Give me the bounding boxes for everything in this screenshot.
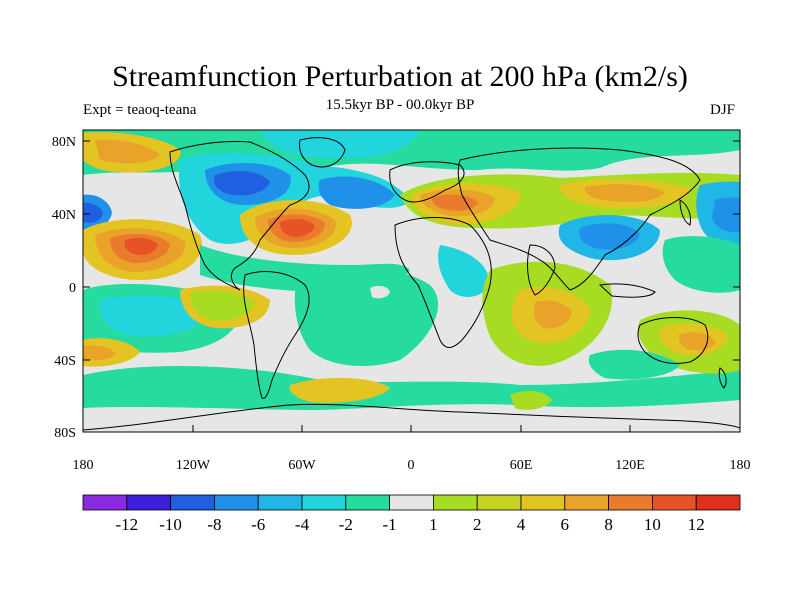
lon-label: 60E <box>510 458 533 473</box>
colorbar-label: 1 <box>429 515 438 534</box>
contour-eq-light-hole <box>370 285 390 299</box>
contour-africa-cyan <box>438 245 490 297</box>
plot-subtitle: 15.5kyr BP - 00.0kyr BP <box>325 97 475 113</box>
contour-sam-green2 <box>190 290 255 321</box>
lon-label: 120E <box>615 458 645 473</box>
contour-io-south-green <box>588 349 680 380</box>
colorbar-swatch <box>82 494 128 511</box>
latitude-labels: 80N 40N 0 40S 80S <box>52 135 76 441</box>
colorbar-label: 6 <box>561 515 570 534</box>
colorbar-swatch <box>432 494 478 511</box>
colorbar-swatch <box>652 494 697 511</box>
coast-south-america <box>243 271 310 399</box>
colorbar-label: -6 <box>251 515 265 534</box>
colorbar-label: 4 <box>517 515 526 534</box>
colorbar-swatch <box>389 494 434 511</box>
coast-greenland <box>299 137 346 168</box>
contour-spac-cyan <box>99 295 210 337</box>
lat-label: 80S <box>54 426 76 441</box>
coast-europe <box>389 161 465 203</box>
contour-wpac-green <box>662 236 740 293</box>
coast-indonesia <box>598 283 656 298</box>
contour-eq-cyan-atl <box>294 265 439 366</box>
lon-label: 180 <box>730 458 751 473</box>
contour-so-cyan <box>83 365 740 410</box>
lat-label: 40N <box>52 208 76 223</box>
contour-io-pos3 <box>534 300 572 329</box>
colorbar-labels: -12 -10 -8 -6 -4 -2 -1 1 2 4 6 8 10 12 <box>115 515 704 534</box>
streamfunction-field <box>83 130 740 432</box>
contour-epac-pos4 <box>124 237 158 256</box>
coast-new-zealand <box>718 367 727 389</box>
coast-australia <box>637 317 709 365</box>
coastlines <box>83 137 740 431</box>
colorbar-swatch <box>520 494 566 511</box>
coast-north-america <box>169 141 310 291</box>
colorbar-label: 12 <box>688 515 705 534</box>
contour-natl-neg <box>318 176 395 209</box>
colorbar-label: 2 <box>473 515 482 534</box>
colorbar-swatch <box>170 494 215 511</box>
colorbar <box>82 494 741 511</box>
lon-label: 0 <box>408 458 415 473</box>
lat-label: 80N <box>52 135 76 150</box>
lon-label: 180 <box>73 458 94 473</box>
colorbar-swatch <box>301 494 347 511</box>
contour-asia-pos2 <box>584 184 665 202</box>
lat-label: 0 <box>69 281 76 296</box>
contour-wpac-neg2 <box>712 197 740 233</box>
contour-so-pos-east <box>510 390 552 410</box>
season-label: DJF <box>710 102 736 118</box>
coast-india <box>527 244 556 296</box>
contour-spac-pos-in <box>83 345 116 361</box>
colorbar-label: -2 <box>339 515 353 534</box>
coast-antarctica <box>83 403 740 431</box>
experiment-label: Expt = teaoq-teana <box>83 102 197 118</box>
contour-nam-neg-in <box>213 170 270 196</box>
colorbar-swatch <box>213 494 259 511</box>
colorbar-swatch <box>695 494 741 511</box>
contour-epac-neg2 <box>83 202 103 223</box>
lon-label: 120W <box>176 458 211 473</box>
colorbar-swatch <box>476 494 522 511</box>
colorbar-label: 10 <box>644 515 661 534</box>
contour-eurasia-pos4 <box>432 194 478 211</box>
contour-antarctic-pos <box>83 417 130 432</box>
colorbar-label: -12 <box>115 515 138 534</box>
colorbar-label: -10 <box>159 515 182 534</box>
colorbar-swatch <box>126 494 172 511</box>
colorbar-label: -4 <box>295 515 310 534</box>
coast-asia <box>457 147 701 291</box>
colorbar-swatch <box>564 494 609 511</box>
colorbar-label: -1 <box>383 515 397 534</box>
contour-natl-pos4 <box>279 218 315 237</box>
lat-label: 40S <box>54 354 76 369</box>
coast-japan <box>679 199 691 226</box>
coast-africa <box>394 217 492 348</box>
lon-label: 60W <box>288 458 316 473</box>
contour-aus-pos3 <box>678 332 716 351</box>
colorbar-label: -8 <box>207 515 221 534</box>
colorbar-swatch <box>608 494 653 511</box>
colorbar-label: 8 <box>604 515 613 534</box>
longitude-labels: 180 120W 60W 0 60E 120E 180 <box>73 458 751 473</box>
contour-so-pos <box>289 377 390 403</box>
plot-title: Streamfunction Perturbation at 200 hPa (… <box>112 60 688 93</box>
contour-npac-pos2 <box>95 139 160 164</box>
axis-ticks <box>82 140 741 433</box>
colorbar-swatch <box>257 494 303 511</box>
colorbar-swatch <box>345 494 390 511</box>
